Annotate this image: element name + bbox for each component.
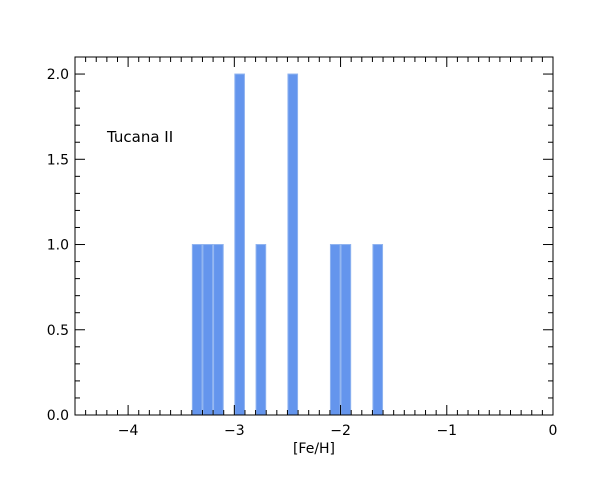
x-tick-label: −4 — [118, 423, 139, 439]
histogram-bar — [202, 244, 214, 416]
x-tick-label: −3 — [224, 423, 245, 439]
chart-annotation: Tucana II — [106, 128, 173, 146]
histogram-bar — [255, 244, 267, 416]
histogram-bar — [213, 244, 224, 416]
y-tick-label: 0.5 — [47, 323, 69, 339]
y-tick-label: 0.0 — [47, 408, 69, 424]
histogram-bar — [287, 73, 299, 416]
histogram-bar — [191, 244, 203, 416]
histogram-bar — [329, 244, 341, 416]
histogram-bar — [372, 244, 384, 416]
bars-group — [191, 73, 384, 416]
y-tick-label: 2.0 — [47, 67, 69, 83]
y-tick-label: 1.5 — [47, 152, 69, 168]
histogram-bar — [340, 244, 352, 416]
x-tick-label: 0 — [549, 423, 558, 439]
plot-frame — [74, 56, 554, 416]
x-tick-label: −1 — [436, 423, 457, 439]
tick-labels-group: −4 −3 −2 −1 0 0.0 0.5 1.0 1.5 2.0 — [47, 67, 558, 439]
histogram-bar — [234, 73, 245, 416]
x-tick-label: −2 — [330, 423, 351, 439]
x-axis-label: [Fe/H] — [293, 441, 335, 457]
ticks-group — [74, 56, 554, 416]
y-tick-label: 1.0 — [47, 238, 69, 254]
